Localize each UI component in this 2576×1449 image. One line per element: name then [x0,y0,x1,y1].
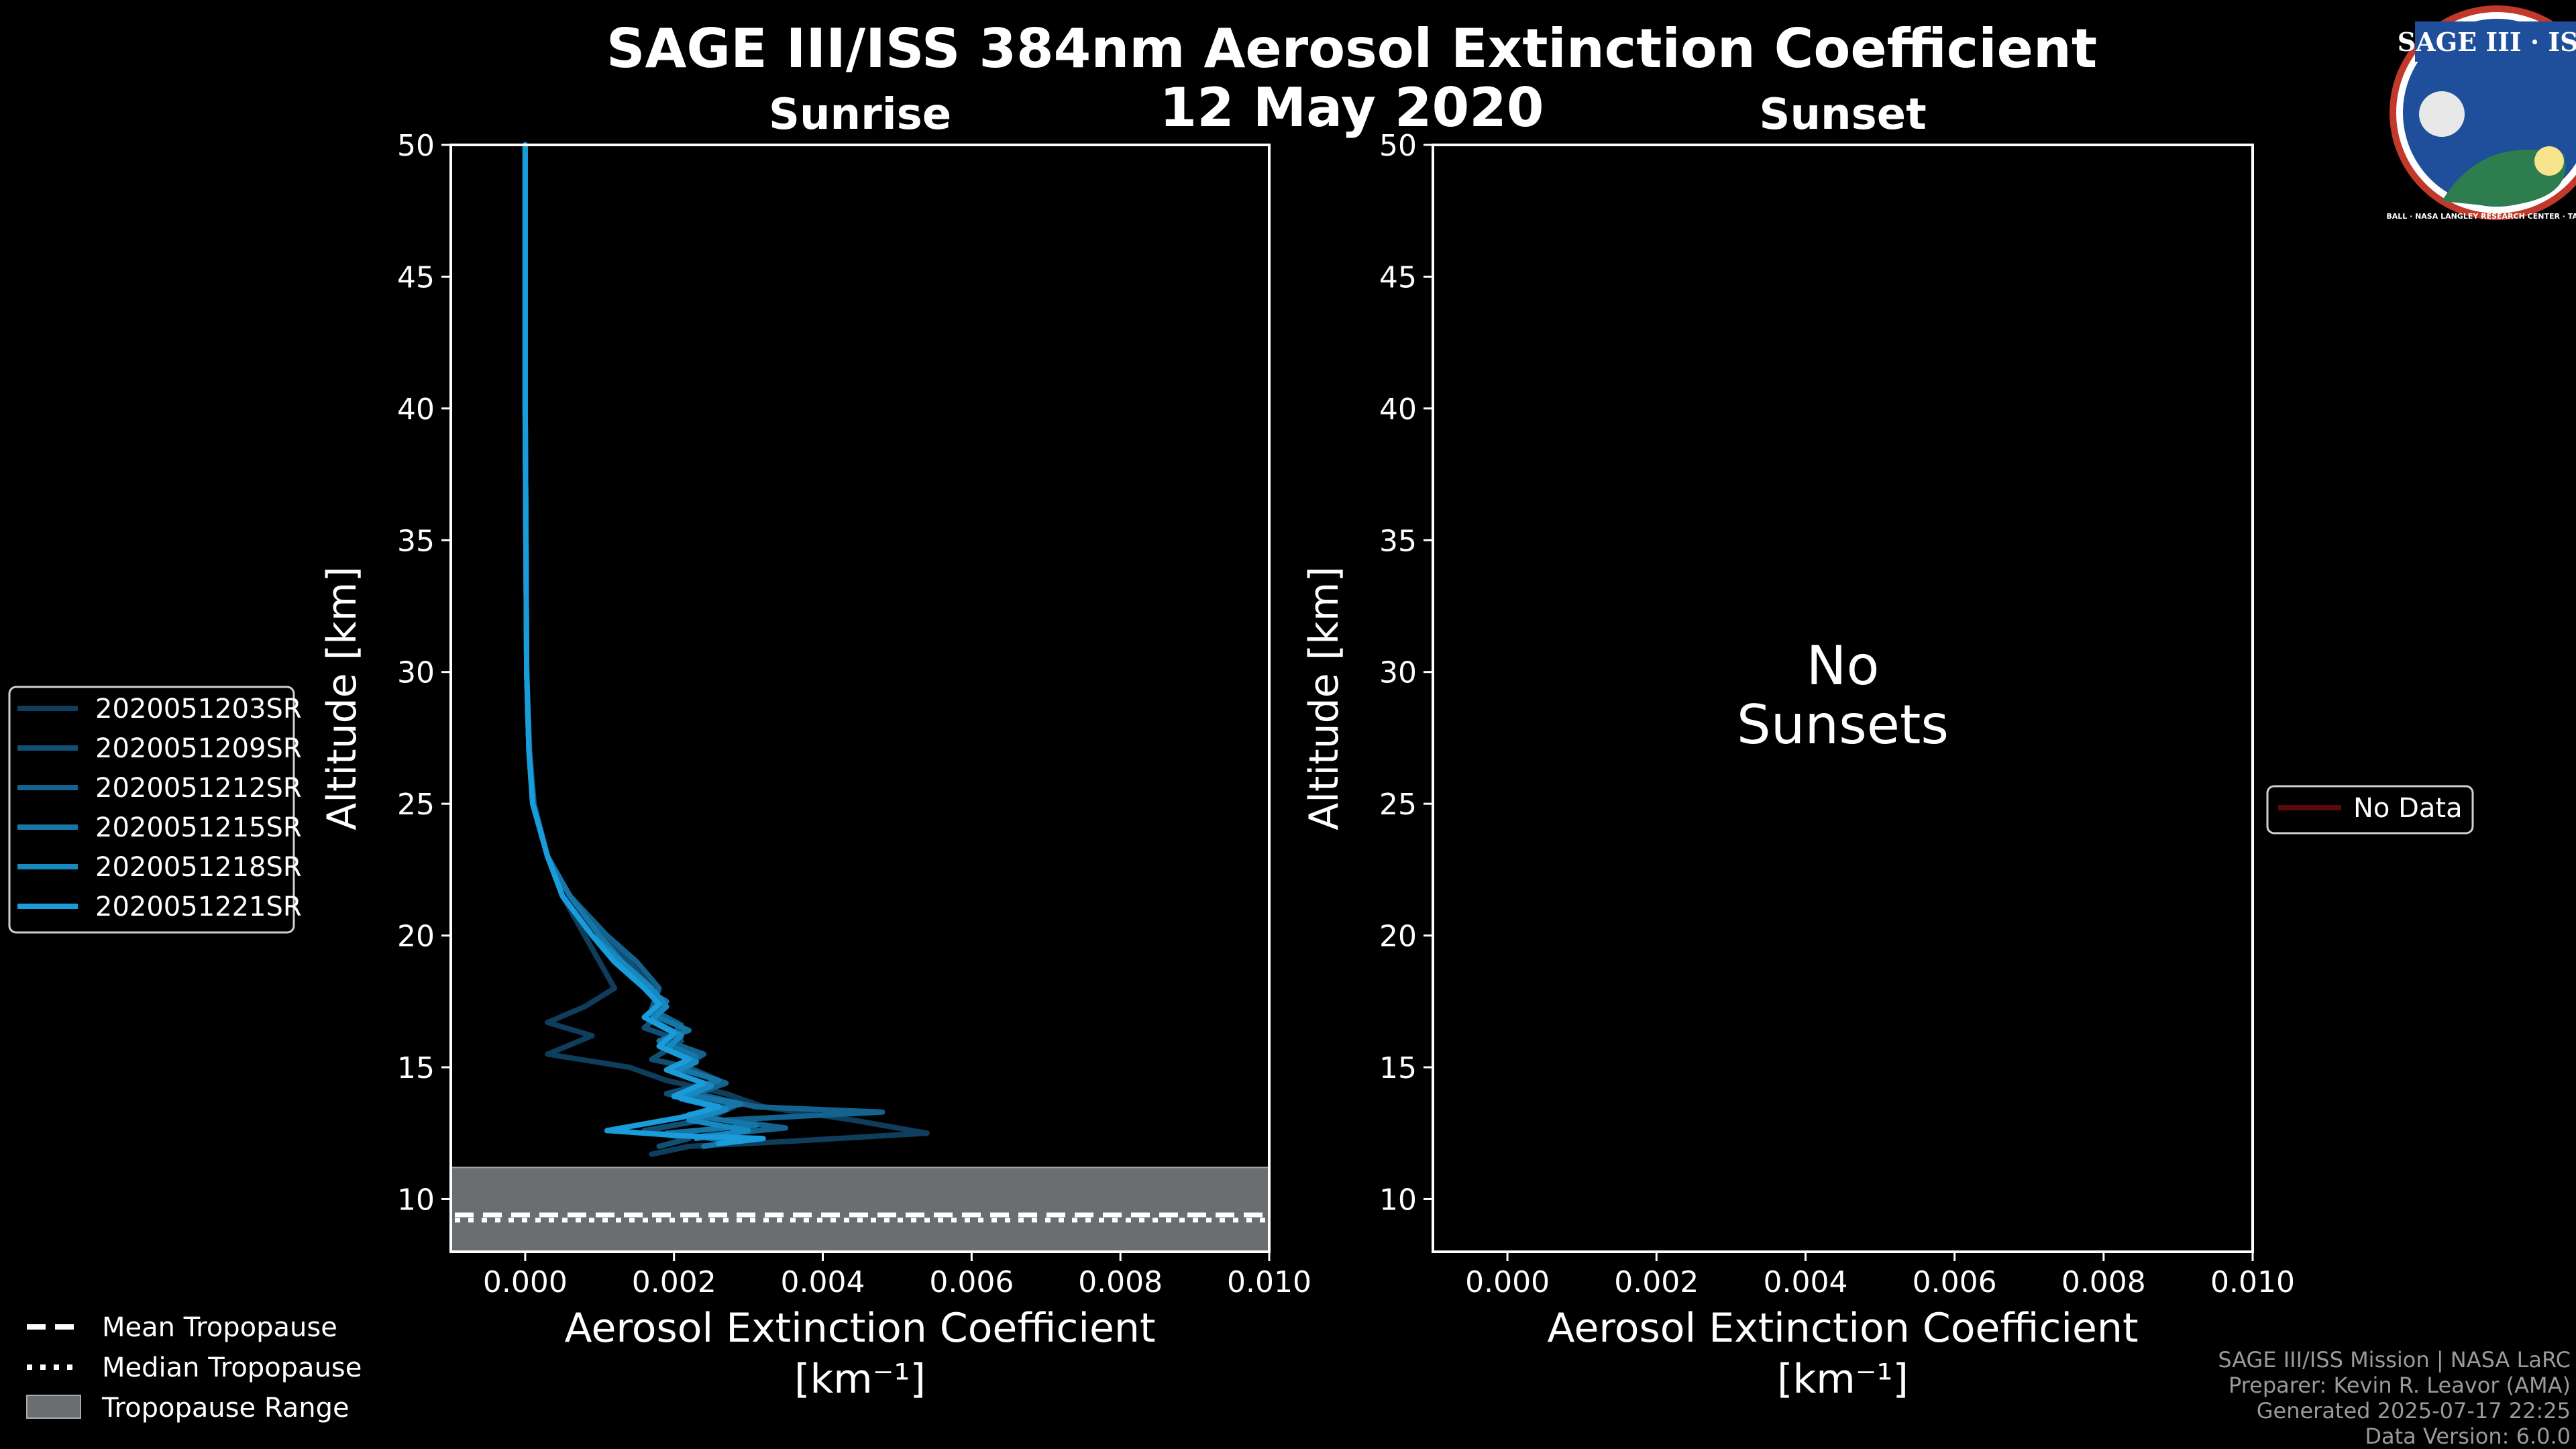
logo-moon [2419,91,2465,137]
sunrise-x-tick-label: 0.002 [632,1265,716,1299]
sunset-panel-title: Sunset [1759,90,1926,140]
sunset-y-axis-label: Altitude [km] [1301,566,1348,830]
chart-title-line2: 12 May 2020 [1160,76,1544,139]
sunrise-x-tick-label: 0.000 [483,1265,568,1299]
sunrise-x-axis-unit: [km⁻¹] [794,1356,926,1403]
sunset-panel: 0.000 0.002 0.004 0.006 0.008 0.010 10 15 20 25 30… [1301,90,2295,1403]
sunset-y-tick-label: 20 [1379,920,1417,954]
sunset-x-axis-unit: [km⁻¹] [1777,1356,1909,1403]
sunset-y-tick-label: 15 [1379,1051,1417,1085]
no-sunsets-annotation-line: No [1807,635,1880,697]
legend-label-2020051218SR: 2020051218SR [95,852,302,883]
sunset-x-tick-label: 0.004 [1763,1265,1847,1299]
sunset-y-tick-label: 25 [1379,788,1417,822]
sunset-y-tick-label: 40 [1379,392,1417,427]
series-line-2020051221SR [522,142,766,1146]
sunset-x-tick-label: 0.000 [1465,1265,1550,1299]
sunrise-y-tick-label: 50 [397,129,435,163]
no-data-label: No Data [2353,793,2463,824]
credit-mission: SAGE III/ISS Mission | NASA LaRC [2218,1347,2571,1373]
sunrise-y-tick-label: 35 [397,524,435,558]
sunrise-y-tick-label: 15 [397,1051,435,1085]
chart-title-line1: SAGE III/ISS 384nm Aerosol Extinction Co… [606,17,2097,80]
sunset-y-tick-label: 50 [1379,129,1417,163]
sunset-plot-frame [1432,144,2254,1253]
logo-banner [2415,21,2576,62]
sunrise-y-tick-label: 45 [397,260,435,294]
sunrise-y-tick-label: 10 [397,1183,435,1217]
legend-label-2020051212SR: 2020051212SR [95,773,302,804]
sunrise-x-tick-label: 0.006 [929,1265,1014,1299]
no-sunsets-annotation-line: Sunsets [1737,694,1949,756]
series-line-2020051218SR [522,142,751,1142]
sunrise-x-tick-label: 0.008 [1078,1265,1163,1299]
series-line-2020051203SR [522,142,930,1157]
sunrise-y-tick-label: 30 [397,656,435,690]
credit-preparer: Preparer: Kevin R. Leavor (AMA) [2229,1373,2571,1398]
sunset-x-tick-label: 0.010 [2210,1265,2295,1299]
sunrise-legend: 2020051203SR 2020051209SR 2020051212SR 2020… [8,686,302,934]
mean-tropopause-label: Mean Tropopause [102,1312,337,1343]
legend-label-2020051221SR: 2020051221SR [95,892,302,922]
sunrise-panel-title: Sunrise [769,90,951,140]
logo-earth [2442,150,2566,207]
credit-generated: Generated 2025-07-17 22:25 [2257,1398,2571,1424]
sunset-y-tick-label: 45 [1379,260,1417,294]
sunset-legend: No Data [2266,785,2474,835]
tropopause-range-label: Tropopause Range [101,1393,350,1424]
sunrise-y-tick-label: 25 [397,788,435,822]
series-line-2020051215SR [522,142,759,1149]
sunrise-y-axis-label: Altitude [km] [319,566,366,830]
credits: SAGE III/ISS Mission | NASA LaRC Prepare… [2218,1347,2571,1449]
sunrise-x-axis-label: Aerosol Extinction Coefficient [565,1305,1156,1352]
sunset-y-tick-label: 35 [1379,524,1417,558]
sunset-y-tick-label: 30 [1379,656,1417,690]
sunrise-legend-frame [8,686,295,934]
sunrise-x-tick-label: 0.010 [1227,1265,1311,1299]
median-tropopause-label: Median Tropopause [102,1352,362,1383]
sunrise-x-tick-label: 0.004 [781,1265,865,1299]
sunrise-y-tick-label: 40 [397,392,435,427]
sunrise-panel: 0.000 0.002 0.004 0.006 0.008 0.010 10 15 20 25 30… [319,90,1311,1403]
sage-iii-iss-logo: SAGE III · ISS BALL · NASA LANGLEY RESEA… [2386,5,2576,221]
sunset-y-tick-label: 10 [1379,1183,1417,1217]
sunset-x-tick-label: 0.006 [1913,1265,1997,1299]
sunset-legend-frame [2266,785,2474,835]
logo-sun [2534,146,2564,176]
legend-label-2020051203SR: 2020051203SR [95,694,302,724]
logo-ring-text: BALL · NASA LANGLEY RESEARCH CENTER · TA… [2386,212,2576,221]
credit-data-version: Data Version: 6.0.0 [2365,1424,2571,1449]
sunset-x-tick-label: 0.002 [1614,1265,1699,1299]
tropopause-range-swatch [26,1395,81,1419]
tropopause-legend: Mean Tropopause Median Tropopause Tropop… [26,1312,362,1424]
series-line-2020051209SR [522,142,737,1149]
series-line-2020051212SR [522,142,885,1139]
sunset-x-tick-label: 0.008 [2061,1265,2146,1299]
logo-text: SAGE III · ISS [2398,27,2576,57]
sunrise-tropopause-range [450,1167,1270,1253]
legend-label-2020051215SR: 2020051215SR [95,812,302,843]
sunset-x-axis-label: Aerosol Extinction Coefficient [1548,1305,2139,1352]
sunrise-plot-frame [449,144,1271,1253]
sunrise-y-tick-label: 20 [397,920,435,954]
legend-label-2020051209SR: 2020051209SR [95,733,302,764]
